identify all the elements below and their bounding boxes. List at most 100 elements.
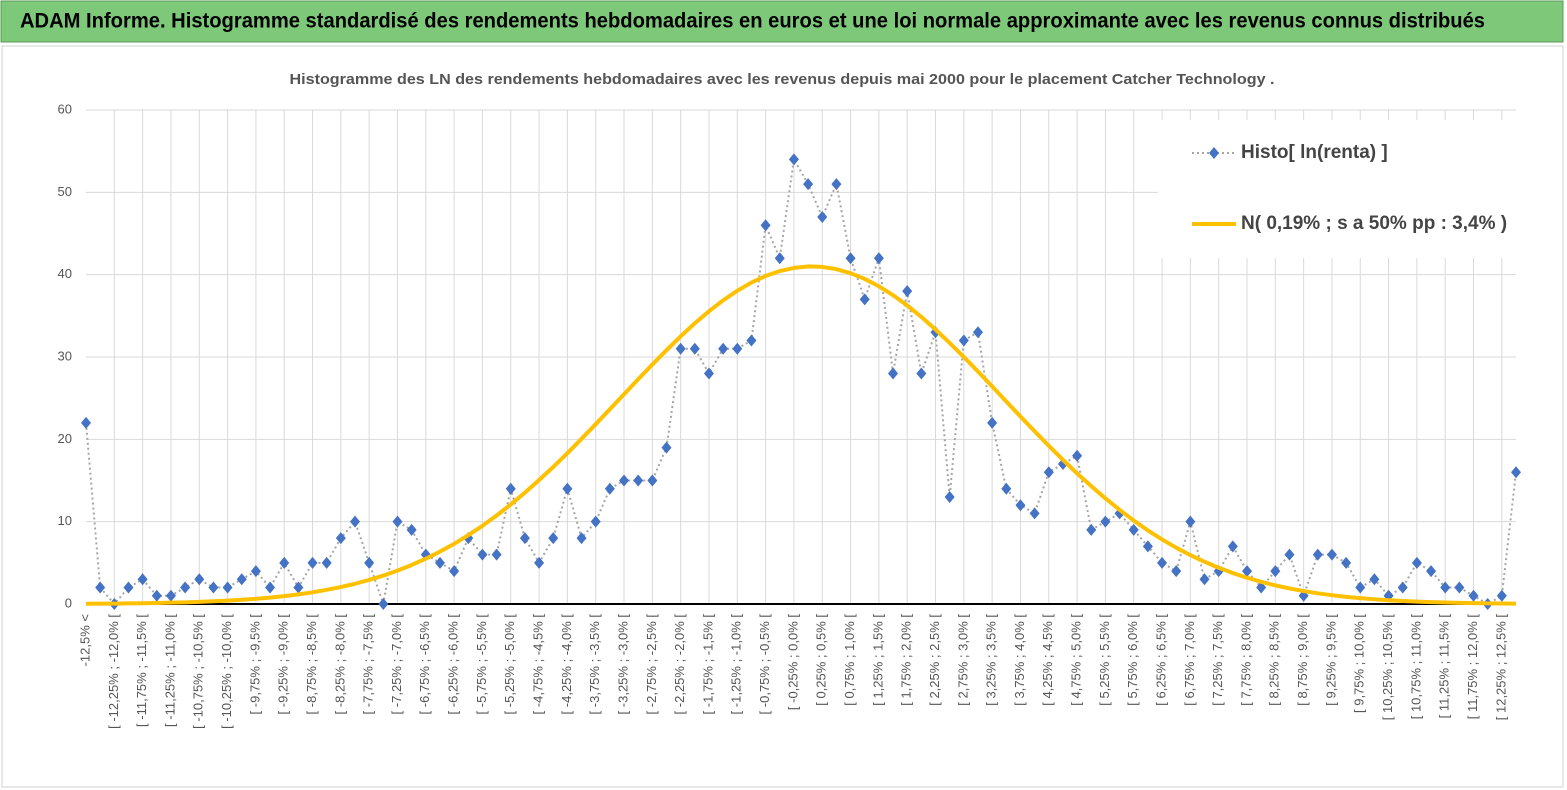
data-point: [293, 581, 304, 594]
data-point: [95, 581, 106, 594]
data-point: [760, 219, 771, 232]
data-point: [222, 581, 233, 594]
data-point: [1086, 523, 1097, 536]
data-point: [1128, 523, 1139, 536]
data-point: [1029, 507, 1040, 520]
x-tick-label: [ -1,25% ; -1,0% [: [729, 614, 744, 715]
x-tick-label: [ 10,25% ; 10,5% [: [1380, 614, 1395, 721]
data-point: [958, 334, 969, 347]
x-tick-label: [ -11,75% ; -11,5% [: [134, 614, 149, 727]
data-point: [732, 342, 743, 355]
x-tick-label: [ 4,25% ; 4,5% [: [1040, 614, 1055, 706]
x-tick-label: [ -2,75% ; -2,5% [: [644, 614, 659, 715]
title-bar: [0, 0, 1564, 43]
x-tick-label: [ 9,75% ; 10,0% [: [1352, 614, 1367, 713]
data-point: [1468, 589, 1479, 602]
data-point: [406, 523, 417, 536]
x-tick-label: [ 2,25% ; 2,5% [: [927, 614, 942, 706]
y-tick-label: 30: [58, 348, 72, 363]
data-point: [1241, 565, 1252, 578]
data-point: [718, 342, 729, 355]
data-point: [236, 573, 247, 586]
data-point: [675, 342, 686, 355]
data-point: [279, 556, 290, 569]
data-point: [1369, 573, 1380, 586]
x-tick-label: [ -7,25% ; -7,0% [: [389, 614, 404, 715]
x-tick-label: [ 8,25% ; 8,5% [: [1267, 614, 1282, 706]
data-point: [123, 581, 134, 594]
data-point: [1341, 556, 1352, 569]
data-point: [647, 474, 658, 487]
x-tick-label: [ 5,25% ; 5,5% [: [1097, 614, 1112, 706]
data-point: [1100, 515, 1111, 528]
x-tick-label: [ -3,25% ; -3,0% [: [615, 614, 630, 715]
data-point: [548, 532, 559, 545]
data-point: [590, 515, 601, 528]
x-tick-label: [ 3,25% ; 3,5% [: [984, 614, 999, 706]
data-point: [562, 482, 573, 495]
data-point: [1397, 581, 1408, 594]
data-point: [1355, 581, 1366, 594]
data-point: [1043, 466, 1054, 479]
data-point: [1326, 548, 1337, 561]
x-tick-label: [ -2,25% ; -2,0% [: [672, 614, 687, 715]
data-point: [873, 252, 884, 265]
x-tick-label: [ -8,75% ; -8,5% [: [304, 614, 319, 715]
data-point: [1411, 556, 1422, 569]
legend-label: N( 0,19% ; s a 50% pp : 3,4% ): [1241, 213, 1507, 234]
data-point: [661, 441, 672, 454]
data-point: [1142, 540, 1153, 553]
data-point: [1227, 540, 1238, 553]
data-point: [335, 532, 346, 545]
x-tick-label: [ -8,25% ; -8,0% [: [332, 614, 347, 715]
x-tick-label: [ 9,25% ; 9,5% [: [1323, 614, 1338, 706]
data-point: [1001, 482, 1012, 495]
data-point: [378, 598, 389, 610]
data-point: [859, 293, 870, 306]
x-tick-label: [ -1,75% ; -1,5% [: [700, 614, 715, 715]
x-tick-label: [ 0,75% ; 1,0% [: [842, 614, 857, 706]
data-point: [916, 367, 927, 380]
y-tick-label: 0: [65, 595, 72, 610]
data-point: [1426, 565, 1437, 578]
data-point: [1185, 515, 1196, 528]
data-point: [137, 573, 148, 586]
x-tick-label: [ -5,25% ; -5,0% [: [502, 614, 517, 715]
data-point: [817, 211, 828, 224]
x-tick-label: [ 1,75% ; 2,0% [: [899, 614, 914, 706]
data-point: [972, 326, 983, 339]
data-point: [1157, 556, 1168, 569]
data-point: [944, 490, 955, 503]
page-title: ADAM Informe. Histogramme standardisé de…: [20, 10, 1485, 33]
data-point: [392, 515, 403, 528]
data-point: [845, 252, 856, 265]
data-point: [165, 589, 176, 602]
x-tick-label: [ 7,25% ; 7,5% [: [1210, 614, 1225, 706]
data-point: [746, 334, 757, 347]
data-point: [491, 548, 502, 561]
data-point: [265, 581, 276, 594]
data-point: [364, 556, 375, 569]
data-point: [350, 515, 361, 528]
data-point: [180, 581, 191, 594]
data-point: [633, 474, 644, 487]
data-point: [1511, 466, 1521, 479]
data-point: [1312, 548, 1323, 561]
y-tick-label: 60: [58, 101, 72, 116]
data-point: [1114, 507, 1125, 520]
data-point: [902, 285, 913, 298]
chart-title: Histogramme des LN des rendements hebdom…: [290, 71, 1275, 88]
chart-frame: [1, 45, 1564, 788]
data-point: [449, 565, 460, 578]
data-point: [321, 556, 332, 569]
x-tick-label: [ -7,75% ; -7,5% [: [361, 614, 376, 715]
data-point: [803, 178, 814, 191]
y-tick-label: 40: [58, 266, 72, 281]
x-tick-label: [ -0,75% ; -0,5% [: [757, 614, 772, 715]
data-point: [987, 416, 998, 429]
x-tick-label: [ 0,25% ; 0,5% [: [814, 614, 829, 706]
x-tick-label: [ -12,25% ; -12,0% [: [106, 614, 121, 729]
data-point: [604, 482, 615, 495]
data-point: [1284, 548, 1295, 561]
